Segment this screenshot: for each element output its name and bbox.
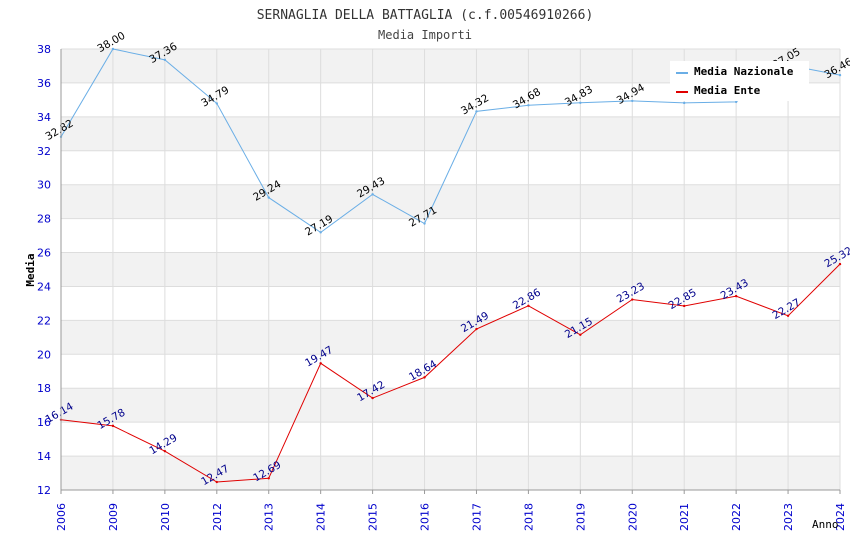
data-point — [111, 47, 115, 51]
x-tick-label: 2012 — [211, 503, 224, 531]
x-tick-label: 2017 — [470, 503, 483, 531]
y-tick-label: 12 — [37, 484, 51, 497]
legend-box — [670, 61, 809, 101]
data-point — [267, 196, 270, 199]
data-point — [527, 304, 530, 307]
x-tick-label: 2024 — [834, 503, 847, 531]
x-tick-label: 2010 — [159, 503, 172, 531]
data-point — [734, 294, 738, 298]
data-point — [267, 477, 270, 480]
data-label: 34.94 — [615, 81, 647, 107]
band-32 — [61, 116, 840, 151]
data-point — [527, 104, 530, 107]
data-label: 22.85 — [667, 287, 699, 312]
band-12 — [61, 456, 840, 490]
x-tick-label: 2022 — [730, 503, 743, 531]
data-point — [475, 110, 478, 113]
x-tick-label: 2018 — [522, 503, 535, 531]
chart-title: SERNAGLIA DELLA BATTAGLIA (c.f.005469102… — [257, 8, 594, 23]
data-label: 34.83 — [563, 83, 595, 108]
x-tick-label: 2015 — [367, 503, 380, 531]
data-label: 22.86 — [511, 286, 543, 312]
background-bands — [61, 49, 840, 490]
y-tick-label: 16 — [37, 416, 51, 429]
data-point — [683, 101, 686, 105]
data-point — [215, 480, 218, 484]
x-tick-label: 2019 — [574, 503, 587, 531]
band-28 — [61, 184, 840, 219]
data-point — [371, 193, 374, 196]
x-tick-label: 2020 — [626, 503, 639, 531]
y-axis-title: Media — [24, 253, 37, 286]
y-tick-label: 36 — [37, 77, 51, 90]
data-point — [475, 327, 478, 331]
band-24 — [61, 252, 840, 287]
data-point — [111, 424, 115, 428]
data-point — [163, 449, 167, 453]
series-line-ente — [60, 263, 841, 483]
data-point — [215, 102, 218, 105]
legend: Media Nazionale Media Ente — [670, 61, 809, 101]
data-point — [631, 99, 634, 103]
x-tick-label: 2013 — [263, 503, 276, 531]
x-tick-label: 2014 — [315, 503, 328, 531]
data-point — [838, 73, 842, 77]
chart-subtitle: Media Importi — [378, 28, 472, 42]
band-16 — [61, 388, 840, 423]
data-point — [423, 376, 426, 379]
y-tick-label: 26 — [37, 247, 51, 260]
series-lines — [59, 47, 842, 484]
data-point — [683, 304, 686, 308]
data-point — [423, 222, 426, 225]
x-tick-label: 2021 — [678, 503, 691, 531]
data-point — [319, 231, 322, 234]
legend-label-ente: Media Ente — [694, 84, 761, 97]
data-label: 22.27 — [771, 296, 803, 321]
data-label: 34.79 — [199, 84, 231, 109]
x-axis-title: Anno — [812, 518, 839, 531]
data-point — [163, 58, 167, 62]
data-point — [319, 362, 322, 365]
x-tick-label: 2016 — [419, 503, 432, 531]
y-tick-label: 20 — [37, 348, 51, 361]
x-tick-label: 2009 — [107, 503, 120, 531]
data-label: 34.68 — [511, 86, 543, 111]
y-tick-label: 32 — [37, 145, 51, 158]
series-line-nazionale — [60, 48, 841, 234]
data-point — [579, 101, 582, 104]
data-point — [371, 396, 374, 400]
data-point — [734, 100, 738, 104]
data-point — [786, 314, 790, 318]
x-tick-label: 2023 — [782, 503, 795, 531]
y-tick-label: 34 — [37, 111, 51, 124]
x-tick-label: 2006 — [55, 503, 68, 531]
data-point — [631, 298, 634, 301]
band-20 — [61, 320, 840, 355]
data-point — [579, 333, 582, 337]
y-tick-label: 14 — [37, 450, 51, 463]
data-label: 18.64 — [407, 358, 439, 384]
y-tick-label: 18 — [37, 382, 51, 395]
data-label: 14.29 — [147, 432, 179, 457]
y-tick-label: 30 — [37, 179, 51, 192]
y-tick-label: 38 — [37, 43, 51, 56]
y-tick-label: 22 — [37, 314, 51, 327]
legend-label-nazionale: Media Nazionale — [694, 65, 794, 78]
y-tick-label: 24 — [37, 280, 51, 293]
y-tick-label: 28 — [37, 213, 51, 226]
data-point — [838, 262, 842, 266]
